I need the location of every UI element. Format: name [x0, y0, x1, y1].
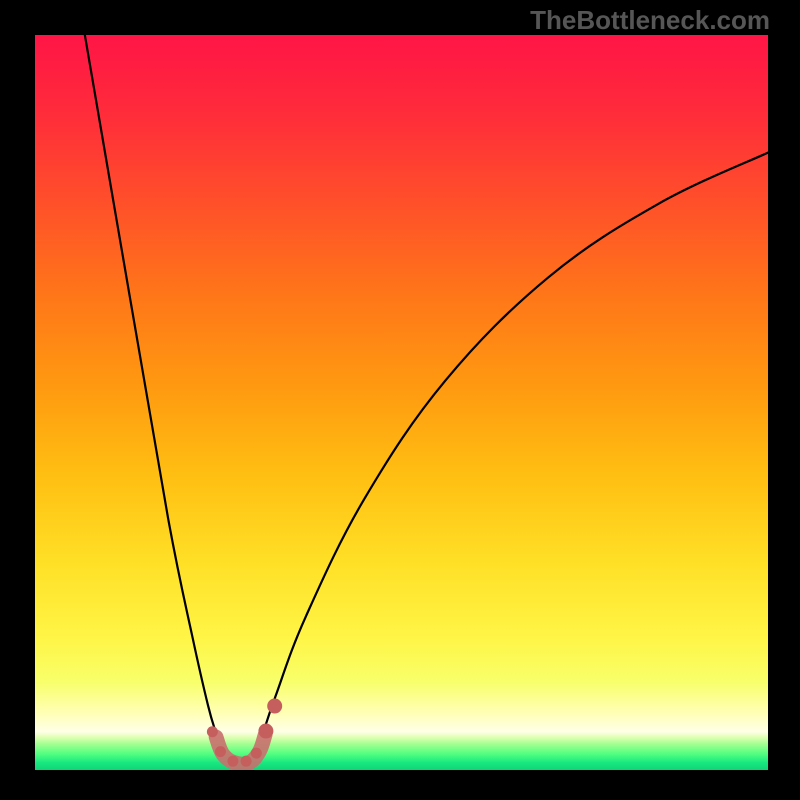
valley-dot [267, 699, 282, 714]
valley-dot [251, 748, 262, 759]
chart-container: TheBottleneck.com [0, 0, 800, 800]
gradient-background [35, 35, 768, 770]
valley-dot [258, 724, 273, 739]
valley-dot [241, 756, 252, 767]
plot-svg [35, 35, 768, 770]
watermark-text: TheBottleneck.com [530, 5, 770, 36]
valley-dot [227, 756, 238, 767]
valley-dot [207, 726, 218, 737]
plot-area [35, 35, 768, 770]
valley-dot [215, 746, 226, 757]
